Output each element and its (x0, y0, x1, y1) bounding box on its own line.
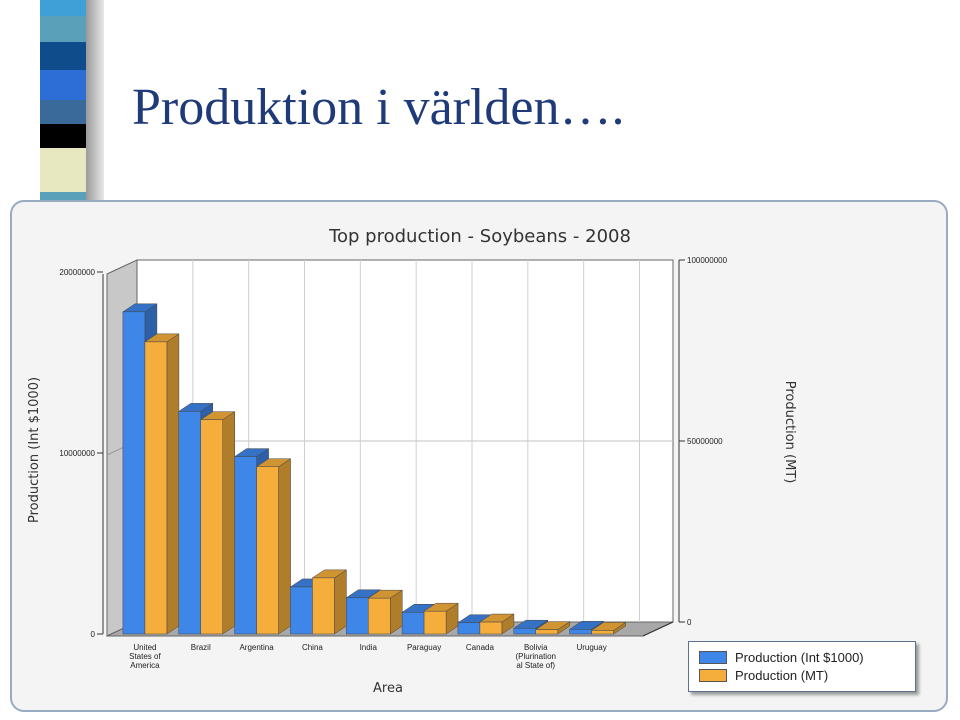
legend-item-series-2: Production (MT) (699, 667, 828, 683)
y-tick-label-right: 100000000 (687, 256, 728, 265)
decoration-block (40, 124, 86, 148)
bar-side-mt (166, 333, 180, 635)
decoration-block (40, 0, 86, 16)
bar-int1000 (178, 411, 201, 635)
decoration-block (40, 100, 86, 124)
title-decoration-bar (40, 0, 86, 200)
bar-int1000 (290, 586, 313, 635)
x-tick-label: Paraguay (407, 643, 441, 652)
decoration-block (40, 70, 86, 100)
bar-int1000 (569, 629, 592, 635)
bar-mt (256, 466, 279, 635)
bar-side-mt (222, 411, 235, 635)
x-tick-label: United States of America (129, 643, 161, 670)
x-tick-label: India (360, 643, 378, 652)
chart-legend: Production (Int $1000) Production (MT) (688, 641, 916, 692)
bar-mt (423, 610, 447, 635)
x-axis-title: Area (373, 681, 403, 696)
bar-int1000 (122, 311, 146, 635)
bar-int1000 (513, 627, 536, 635)
x-tick-label: Canada (466, 643, 495, 652)
legend-swatch-orange (699, 669, 727, 683)
y-tick-label-left: 20000000 (59, 268, 95, 277)
x-tick-label: China (302, 643, 323, 652)
decoration-block (40, 42, 86, 70)
y-axis-right-link (642, 621, 674, 637)
legend-label: Production (MT) (735, 668, 829, 684)
y-tick-label-right: 0 (687, 618, 692, 627)
slide-title: Produktion i världen…. (132, 79, 625, 136)
decoration-shadow (86, 0, 104, 200)
chart: 0 10000000 20000000 0 50000000 100000000 Unite… (27, 226, 797, 696)
bar-side-mt (278, 458, 291, 635)
bar-int1000 (401, 612, 425, 635)
bar-mt (479, 621, 503, 635)
y-tick-label-right: 50000000 (687, 437, 723, 446)
decoration-block (40, 148, 86, 192)
bar-mt (200, 419, 223, 635)
bar-mt (144, 341, 168, 635)
y-tick-label-left: 10000000 (59, 449, 95, 458)
bar-side-mt (334, 569, 347, 635)
bar-int1000 (346, 597, 369, 635)
decoration-block (40, 16, 86, 42)
legend-item-series-1: Production (Int $1000) (699, 649, 864, 665)
y-axis-title-left: Production (Int $1000) (27, 377, 42, 523)
x-tick-label: Uruguay (576, 643, 606, 652)
bar-mt (591, 630, 614, 635)
bar-int1000 (457, 622, 481, 635)
x-tick-label: Argentina (239, 643, 274, 652)
bar-int1000 (234, 456, 257, 635)
decoration-block (40, 192, 86, 200)
chart-title: Top production - Soybeans - 2008 (328, 226, 631, 247)
legend-swatch-blue (699, 651, 727, 665)
y-axis-title-right: Production (MT) (782, 381, 797, 484)
y-tick-label-left: 0 (91, 630, 96, 639)
bar-mt (368, 597, 391, 635)
bar-mt (312, 577, 335, 635)
x-tick-label: Brazil (191, 643, 211, 652)
legend-label: Production (Int $1000) (735, 650, 864, 666)
x-tick-label: Bolivia (Plurination al State of) (516, 643, 556, 670)
bar-mt (535, 629, 558, 635)
